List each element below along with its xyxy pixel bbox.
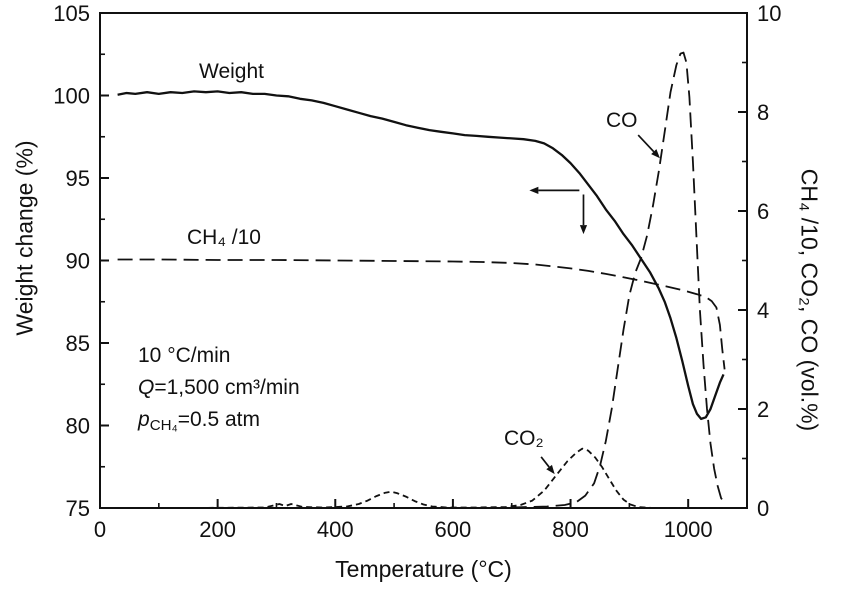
series-weight <box>117 90 725 421</box>
left-y-axis-title: Weight change (%) <box>11 140 38 336</box>
experiment-conditions: 10 °C/min Q=1,500 cm³/min pCH₄=0.5 atm <box>138 340 300 438</box>
series-ch4-10 <box>117 258 726 370</box>
heating-rate-text: 10 °C/min <box>138 344 231 367</box>
y-left-tick-label: 75 <box>66 496 90 521</box>
co-curve-label: CO <box>606 109 638 132</box>
co-pointer-arrow-head <box>651 149 660 159</box>
co-pointer-arrow <box>637 134 655 153</box>
y-left-tick-label: 100 <box>53 84 90 109</box>
y-right-tick-label: 10 <box>757 1 781 26</box>
co2-curve-label: CO₂ <box>504 427 544 450</box>
weight-curve-label: Weight <box>199 60 264 83</box>
y-left-tick-label: 90 <box>66 249 90 274</box>
flow-rate-value: =1,500 cm³/min <box>154 375 300 399</box>
y-right-tick-label: 2 <box>757 397 769 422</box>
weight-left-axis-arrow-head <box>529 186 539 194</box>
pressure-value: =0.5 atm <box>177 407 260 431</box>
series-co <box>511 51 726 509</box>
y-left-tick-label: 95 <box>66 166 90 191</box>
x-tick-label: 0 <box>94 517 106 542</box>
x-tick-label: 800 <box>552 517 589 542</box>
x-tick-label: 600 <box>435 517 472 542</box>
pressure-subscript: CH₄ <box>149 417 178 435</box>
partial-pressure-text: pCH₄=0.5 atm <box>138 404 300 438</box>
y-left-tick-label: 105 <box>53 1 90 26</box>
series-co2 <box>117 447 724 509</box>
ch4-curve-label: CH₄ /10 <box>187 226 261 249</box>
y-right-tick-label: 0 <box>757 496 769 521</box>
y-right-tick-label: 8 <box>757 100 769 125</box>
pressure-symbol: p <box>138 407 150 431</box>
right-y-axis-title: CH₄ /10, CO₂, CO (vol.%) <box>796 168 823 432</box>
flow-rate-symbol: Q <box>138 375 155 399</box>
flow-rate-text: Q=1,500 cm³/min <box>138 372 300 404</box>
y-left-tick-label: 85 <box>66 331 90 356</box>
x-tick-label: 400 <box>317 517 354 542</box>
x-tick-label: 1000 <box>664 517 713 542</box>
co2-pointer-arrow-head <box>546 464 555 475</box>
weight-down-arrow-head <box>579 225 588 235</box>
x-tick-label: 200 <box>199 517 236 542</box>
x-axis-title: Temperature (°C) <box>335 556 512 582</box>
co2-pointer-arrow <box>540 456 550 468</box>
y-right-tick-label: 6 <box>757 199 769 224</box>
y-left-tick-label: 80 <box>66 414 90 439</box>
y-right-tick-label: 4 <box>757 298 769 323</box>
